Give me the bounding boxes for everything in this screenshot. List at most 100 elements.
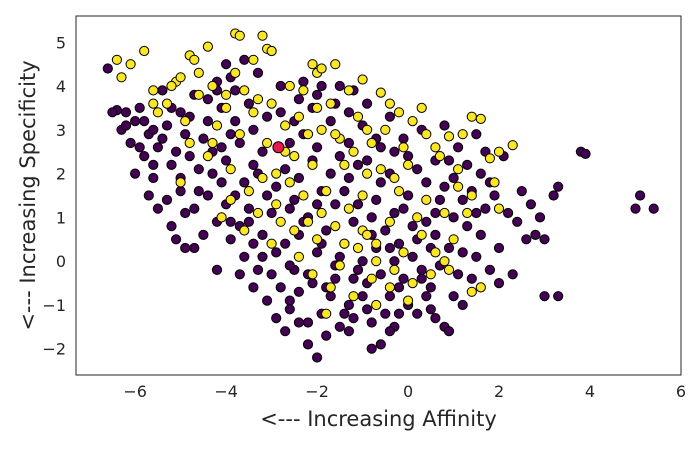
data-point xyxy=(321,308,332,319)
data-point xyxy=(116,72,127,83)
data-point xyxy=(480,203,491,214)
data-point xyxy=(393,107,405,118)
data-point xyxy=(234,137,245,149)
data-point xyxy=(280,120,291,131)
data-point xyxy=(312,199,323,210)
data-point xyxy=(252,207,264,219)
data-point xyxy=(352,264,364,275)
data-point xyxy=(384,282,395,293)
data-point xyxy=(403,295,414,306)
data-point xyxy=(457,247,468,258)
data-point xyxy=(389,264,400,275)
x-tick-label: 4 xyxy=(585,382,595,401)
data-point xyxy=(330,273,341,284)
data-point xyxy=(284,203,295,214)
data-point xyxy=(225,216,236,227)
data-point xyxy=(553,291,564,302)
data-point xyxy=(416,264,427,275)
data-point xyxy=(343,85,354,96)
data-point xyxy=(302,216,314,227)
x-tick-label: −2 xyxy=(305,382,329,401)
data-point xyxy=(252,94,264,105)
data-point xyxy=(298,76,309,87)
data-point xyxy=(193,186,204,197)
data-point xyxy=(248,282,259,293)
data-point xyxy=(398,203,409,214)
data-point xyxy=(302,339,314,350)
y-tick-label: 1 xyxy=(56,208,66,227)
y-tick-label: 4 xyxy=(56,77,66,96)
data-point xyxy=(216,212,227,223)
data-point xyxy=(257,172,268,184)
data-point xyxy=(398,273,409,284)
data-point xyxy=(293,111,304,122)
data-point xyxy=(393,186,405,197)
data-point xyxy=(234,129,245,140)
data-point xyxy=(412,308,423,319)
data-point xyxy=(362,168,373,179)
data-point xyxy=(325,98,336,109)
data-point xyxy=(111,54,123,65)
data-point xyxy=(484,264,495,275)
data-point xyxy=(321,225,332,236)
data-point xyxy=(462,207,473,219)
data-point xyxy=(243,203,254,214)
data-point xyxy=(348,291,359,302)
x-axis-ticks: −6 −4 −2 0 2 4 6 xyxy=(123,382,686,401)
data-point xyxy=(375,269,386,280)
data-point xyxy=(225,234,236,245)
data-point xyxy=(198,229,209,240)
data-point xyxy=(475,229,486,240)
data-point xyxy=(193,67,204,79)
data-point xyxy=(298,85,309,96)
data-point xyxy=(262,295,273,306)
data-point xyxy=(466,190,477,201)
data-point xyxy=(266,45,277,57)
data-point xyxy=(271,181,282,192)
data-point xyxy=(352,111,364,122)
data-point xyxy=(366,137,377,149)
data-point xyxy=(493,242,505,254)
data-point xyxy=(171,234,182,245)
data-point xyxy=(371,194,382,205)
data-point xyxy=(221,59,232,70)
data-point xyxy=(275,80,286,92)
data-point xyxy=(189,203,200,214)
data-point xyxy=(312,352,323,363)
data-point xyxy=(357,190,368,201)
data-point xyxy=(248,159,259,170)
data-point xyxy=(489,190,500,201)
data-point xyxy=(125,59,136,70)
plot-frame xyxy=(75,15,682,376)
data-point xyxy=(262,111,273,122)
data-point xyxy=(239,85,250,96)
data-point xyxy=(330,199,341,210)
data-point xyxy=(325,168,336,179)
data-point xyxy=(443,155,455,166)
data-point xyxy=(453,142,464,153)
data-point xyxy=(434,194,445,205)
data-point xyxy=(334,251,345,262)
data-point xyxy=(284,177,295,188)
data-point xyxy=(234,269,245,280)
data-point xyxy=(366,273,377,284)
data-point xyxy=(380,308,391,319)
data-point xyxy=(484,153,495,164)
data-point xyxy=(453,181,464,192)
data-point xyxy=(443,242,455,254)
data-point xyxy=(120,107,132,118)
data-point xyxy=(393,238,405,249)
data-point xyxy=(216,177,227,188)
data-point xyxy=(130,168,141,179)
data-point xyxy=(339,308,350,319)
data-point xyxy=(211,264,223,275)
data-point xyxy=(366,343,377,354)
data-point xyxy=(312,247,323,258)
data-point xyxy=(471,251,482,262)
data-point xyxy=(334,80,345,92)
data-point xyxy=(384,216,395,227)
data-point xyxy=(280,238,291,249)
data-point xyxy=(425,282,436,293)
data-point xyxy=(198,133,209,144)
data-point xyxy=(243,98,254,109)
